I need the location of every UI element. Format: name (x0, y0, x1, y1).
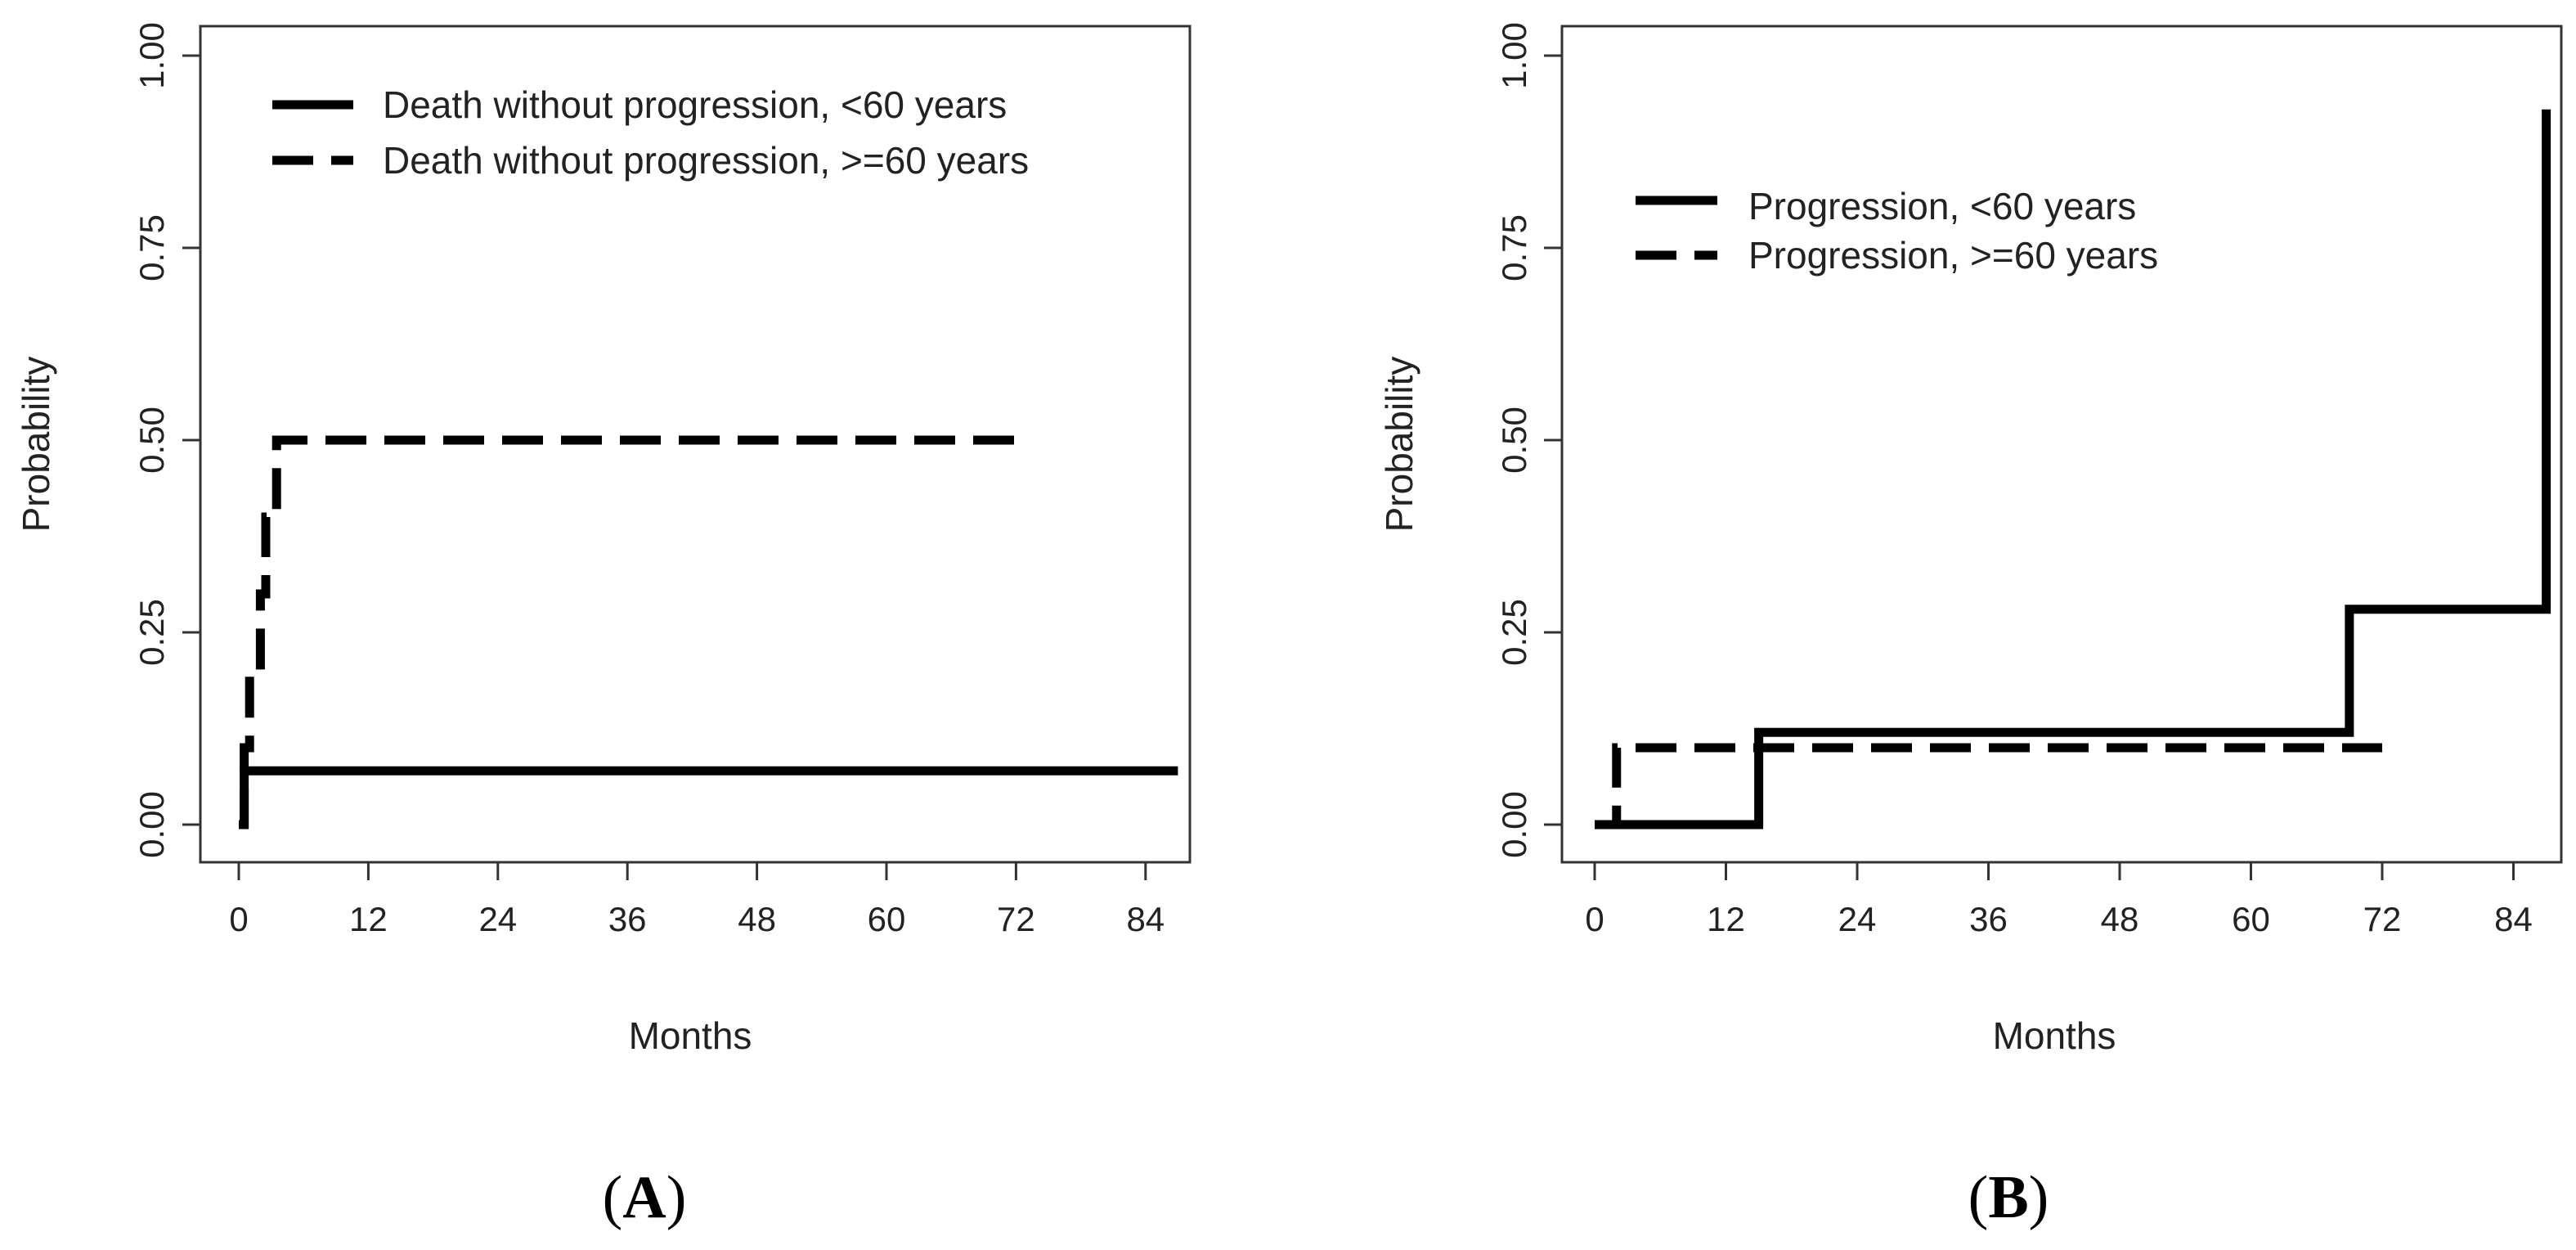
panel-a-label: (A) (603, 1164, 687, 1231)
panel-b-plot-frame (1560, 25, 2563, 864)
panel-b-series-over-60-line (1595, 743, 2382, 830)
panel-a-series-over-60-line (239, 435, 1027, 830)
panel-a-letter: A (622, 1164, 666, 1231)
panel-b-y-tick-label: 0.75 (1495, 214, 1533, 281)
panel-a-x-tick-label: 84 (1126, 900, 1165, 938)
panel-a-y-axis-title: Probability (15, 357, 57, 533)
panel-a-series (239, 435, 1178, 830)
panel-a-x-tick-label: 48 (738, 900, 776, 938)
panel-b-series (1595, 109, 2551, 830)
panel-a-x-tick-label: 12 (349, 900, 388, 938)
panel-a-y-tick-label: 0.50 (132, 407, 171, 474)
panel-b-y-axis-title: Probability (1378, 357, 1420, 533)
panel-a-y-tick-label: 1.00 (132, 22, 171, 89)
panel-a-y-tick-label: 0.25 (132, 599, 171, 666)
panel-a-y-tick-label: 0.75 (132, 214, 171, 281)
panel-a-y-tick-label: 0.00 (132, 791, 171, 858)
panel-a: 0.00 0.25 0.50 0.75 1.00 0 12 24 36 48 60 72 84 Mon… (15, 22, 1192, 1231)
panel-b-y-tick-label: 0.00 (1495, 791, 1533, 858)
panel-a-x-tick-label: 60 (868, 900, 906, 938)
panel-a-plot-frame (199, 25, 1192, 864)
panel-a-legend-label-over-60: Death without progression, >=60 years (383, 139, 1029, 182)
panel-b-y-tick-label: 1.00 (1495, 22, 1533, 89)
panel-a-x-tick-label: 24 (478, 900, 517, 938)
panel-a-x-tick-label: 36 (608, 900, 647, 938)
panel-b: 0.00 0.25 0.50 0.75 1.00 0 12 24 36 48 60 72 84 Mon… (1378, 22, 2563, 1231)
panel-b-x-tick-label: 72 (2363, 900, 2402, 938)
panel-b-x-axis: 0 12 24 36 48 60 72 84 (1585, 862, 2533, 938)
panel-a-x-axis: 0 12 24 36 48 60 72 84 (229, 862, 1165, 938)
panel-b-y-axis: 0.00 0.25 0.50 0.75 1.00 (1495, 22, 1562, 858)
panel-b-x-tick-label: 24 (1838, 900, 1877, 938)
panel-a-x-tick-label: 72 (997, 900, 1035, 938)
panel-a-y-axis: 0.00 0.25 0.50 0.75 1.00 (132, 22, 200, 858)
panel-b-legend-label-under-60: Progression, <60 years (1748, 185, 2136, 227)
panel-b-legend-label-over-60: Progression, >=60 years (1748, 234, 2158, 277)
panel-b-label: (B) (1968, 1164, 2049, 1231)
panel-b-x-tick-label: 36 (1969, 900, 2008, 938)
panel-b-x-tick-label: 12 (1707, 900, 1745, 938)
panel-b-y-tick-label: 0.50 (1495, 407, 1533, 474)
panel-b-letter: B (1988, 1164, 2028, 1231)
panel-b-x-axis-title: Months (1993, 1014, 2116, 1057)
panel-b-x-tick-label: 0 (1585, 900, 1604, 938)
panel-b-series-under-60-line (1595, 109, 2551, 830)
panel-b-x-tick-label: 48 (2101, 900, 2139, 938)
panel-a-legend: Death without progression, <60 years Dea… (272, 83, 1029, 182)
panel-b-y-tick-label: 0.25 (1495, 599, 1533, 666)
panel-b-x-tick-label: 60 (2232, 900, 2270, 938)
panel-a-x-axis-title: Months (629, 1014, 752, 1057)
panel-b-legend: Progression, <60 years Progression, >=60… (1636, 185, 2158, 277)
panel-a-series-under-60-line (239, 766, 1178, 830)
panel-a-x-tick-label: 0 (229, 900, 248, 938)
panel-b-x-tick-label: 84 (2494, 900, 2533, 938)
panel-a-legend-label-under-60: Death without progression, <60 years (383, 83, 1007, 126)
